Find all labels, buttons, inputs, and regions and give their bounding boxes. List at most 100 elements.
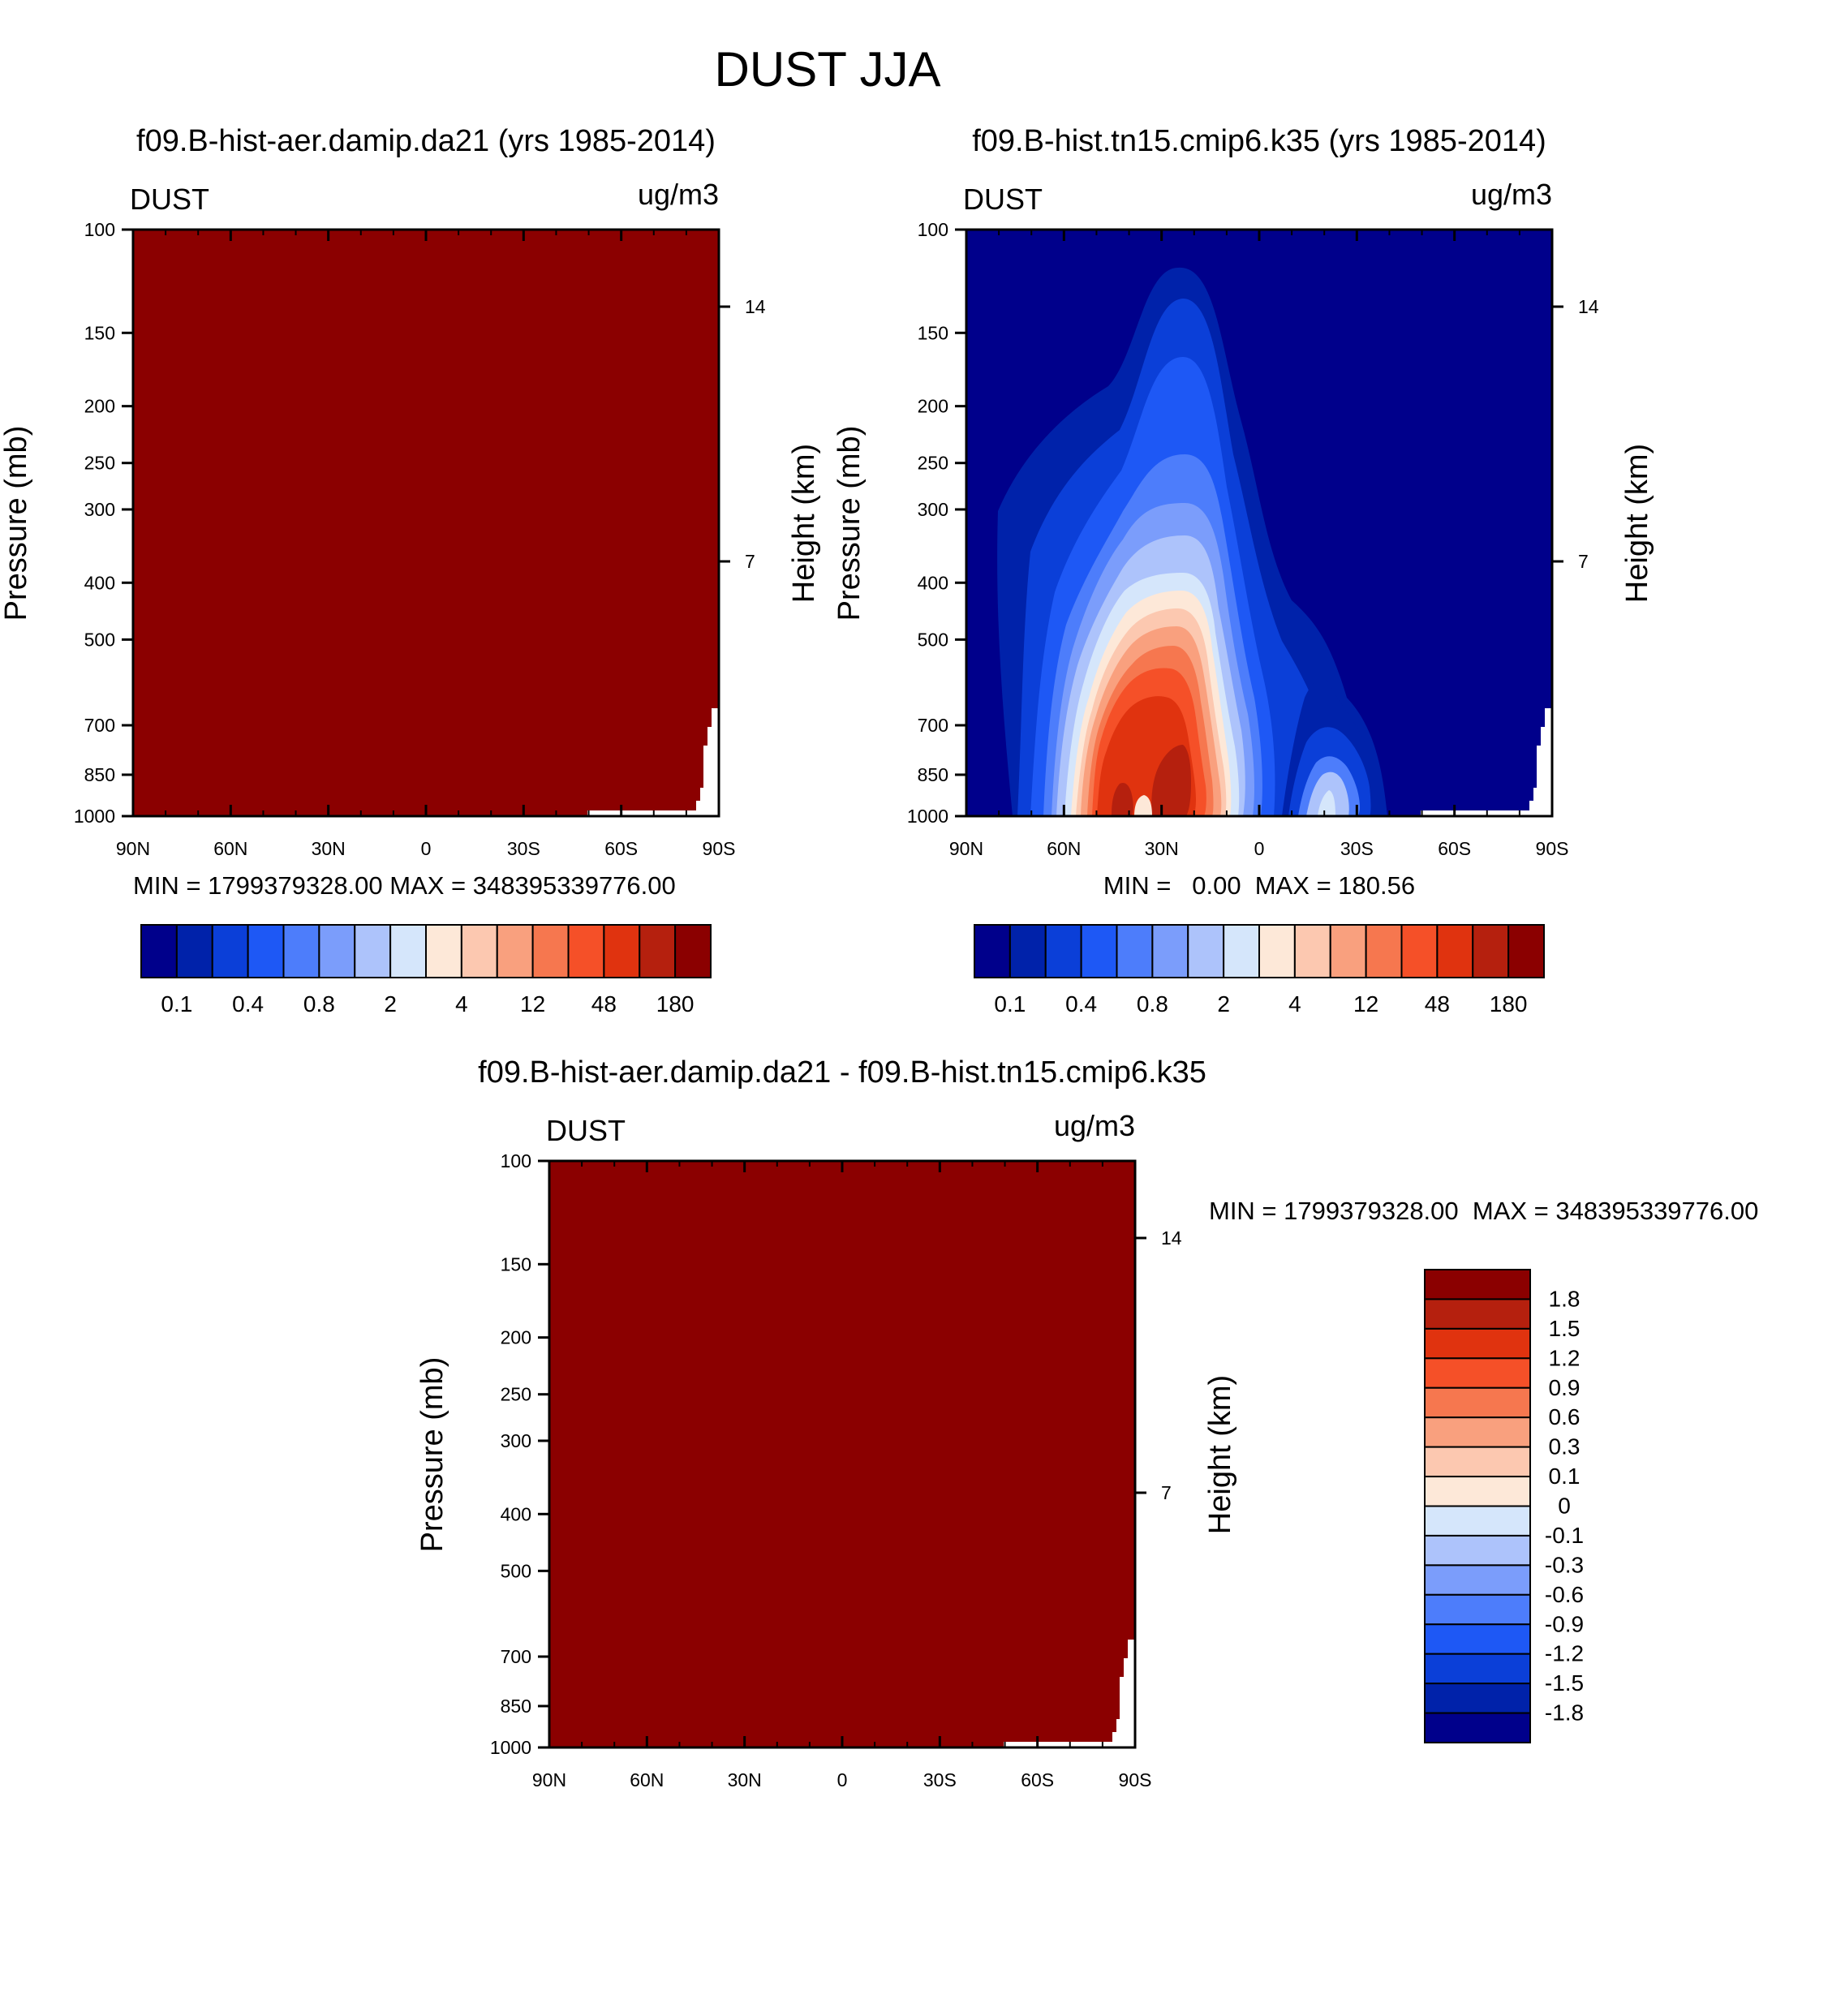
y-tick-label: 400 xyxy=(84,572,115,593)
colorbar-box xyxy=(1009,924,1047,978)
y-tick-label: 850 xyxy=(501,1696,531,1717)
colorbar-label: 4 xyxy=(1288,991,1301,1017)
y-tick-label: 850 xyxy=(84,764,115,785)
panel-a-field xyxy=(133,230,719,816)
contour-south-plume-5 xyxy=(1318,790,1335,816)
panel-c-ylabel: Pressure (mb) xyxy=(415,1357,449,1553)
colorbar-box xyxy=(1424,1534,1531,1567)
colorbar-box xyxy=(460,924,498,978)
x-tick-label: 90S xyxy=(703,838,736,859)
colorbar-box xyxy=(1424,1416,1531,1448)
panel-c-stats: MIN = 1799379328.00 MAX = 348395339776.0… xyxy=(1209,1197,1758,1225)
panel-a-stats: MIN = 1799379328.00 MAX = 348395339776.0… xyxy=(133,871,676,900)
panel-a-missing-region xyxy=(587,707,719,816)
colorbar-label: 1.5 xyxy=(1549,1316,1581,1341)
panel-b-variable: DUST xyxy=(963,183,1043,216)
colorbar-label: 0.4 xyxy=(1065,991,1097,1017)
x-tick-label: 60N xyxy=(1047,838,1081,859)
x-tick-label: 30S xyxy=(923,1769,957,1790)
colorbar-box xyxy=(496,924,534,978)
colorbar-label: 48 xyxy=(1425,991,1450,1017)
y-tick-label: 100 xyxy=(918,219,948,240)
colorbar-label: -0.6 xyxy=(1545,1582,1584,1607)
colorbar-box xyxy=(140,924,178,978)
colorbar-label: 0.4 xyxy=(232,991,264,1017)
colorbar-box xyxy=(1080,924,1118,978)
y-tick-label: 1000 xyxy=(490,1737,531,1758)
y-right-tick-label: 14 xyxy=(1161,1227,1182,1249)
colorbar-label: 0.1 xyxy=(994,991,1026,1017)
x-tick-label: 60S xyxy=(1438,838,1471,859)
x-tick-label: 90N xyxy=(949,838,983,859)
y-right-tick-label: 7 xyxy=(745,551,755,572)
colorbar-box xyxy=(1293,924,1331,978)
panel-c: f09.B-hist-aer.damip.da21 - f09.B-hist.t… xyxy=(415,1055,1758,1790)
figure-title: DUST JJA xyxy=(715,42,941,97)
y-tick-label: 100 xyxy=(501,1150,531,1171)
colorbar-box xyxy=(1424,1505,1531,1537)
colorbar-label: 0 xyxy=(1558,1494,1571,1519)
y-tick-label: 250 xyxy=(501,1384,531,1405)
x-tick-label: 90N xyxy=(532,1769,566,1790)
colorbar-box xyxy=(1424,1683,1531,1714)
panel-c-missing-region xyxy=(1004,1639,1135,1747)
x-tick-label: 90N xyxy=(116,838,150,859)
colorbar-box xyxy=(211,924,249,978)
colorbar-label: 0.9 xyxy=(1549,1375,1581,1400)
x-tick-label: 0 xyxy=(421,838,432,859)
x-tick-label: 60S xyxy=(1021,1769,1054,1790)
x-tick-label: 30N xyxy=(728,1769,762,1790)
panel-a-colorbar: 0.1 0.4 0.8 2 4 12 48 180 xyxy=(140,924,712,1017)
colorbar-box xyxy=(1223,924,1260,978)
colorbar-box xyxy=(354,924,392,978)
x-tick-label: 60N xyxy=(630,1769,664,1790)
panel-b-missing-region xyxy=(1421,707,1552,816)
panel-c-units: ug/m3 xyxy=(1054,1109,1135,1142)
x-tick-label: 60N xyxy=(213,838,247,859)
colorbar-label: -0.9 xyxy=(1545,1611,1584,1636)
colorbar-label: 2 xyxy=(1217,991,1230,1017)
panel-a-ticks: 90N 60N 30N 0 30S 60S 90S 100 150 200 250 300 400 500… xyxy=(74,219,766,859)
colorbar-box xyxy=(247,924,285,978)
y-tick-label: 200 xyxy=(918,396,948,417)
y-tick-label: 200 xyxy=(501,1327,531,1348)
colorbar-box xyxy=(175,924,213,978)
y-tick-label: 700 xyxy=(501,1646,531,1667)
panel-c-title: f09.B-hist-aer.damip.da21 - f09.B-hist.t… xyxy=(478,1055,1206,1090)
colorbar-box xyxy=(1424,1269,1531,1300)
panel-a-missing-outline xyxy=(587,707,719,810)
colorbar-box xyxy=(531,924,570,978)
contour-surface-gap xyxy=(1134,795,1152,816)
x-tick-label: 30N xyxy=(1145,838,1179,859)
y-tick-label: 1000 xyxy=(74,806,115,827)
y-tick-label: 1000 xyxy=(907,806,948,827)
colorbar-box xyxy=(1424,1446,1531,1478)
panel-c-ylabel-right: Height (km) xyxy=(1203,1375,1237,1534)
y-tick-label: 150 xyxy=(501,1253,531,1275)
y-tick-label: 500 xyxy=(84,629,115,650)
y-tick-label: 500 xyxy=(501,1560,531,1581)
colorbar-box xyxy=(1424,1712,1531,1743)
y-tick-label: 400 xyxy=(918,572,948,593)
colorbar-label: 180 xyxy=(656,991,695,1017)
y-tick-label: 850 xyxy=(918,764,948,785)
colorbar-box xyxy=(1116,924,1154,978)
colorbar-label: 12 xyxy=(1353,991,1378,1017)
x-tick-label: 30S xyxy=(1340,838,1374,859)
colorbar-box xyxy=(1258,924,1296,978)
panel-a-variable: DUST xyxy=(130,183,209,216)
panel-b-ylabel: Pressure (mb) xyxy=(832,426,867,621)
y-right-tick-label: 14 xyxy=(1578,296,1599,317)
panel-c-variable: DUST xyxy=(546,1114,626,1147)
panel-b-ticks: 90N 60N 30N 0 30S 60S 90S 100 150 200 250 300 400 500… xyxy=(907,219,1599,859)
colorbar-box xyxy=(318,924,356,978)
colorbar-box xyxy=(1424,1357,1531,1389)
panel-a-ylabel-right: Height (km) xyxy=(787,444,821,603)
panel-b-stats: MIN = 0.00 MAX = 180.56 xyxy=(1103,871,1415,900)
y-tick-label: 700 xyxy=(918,715,948,736)
colorbar-box xyxy=(1329,924,1367,978)
y-tick-label: 200 xyxy=(84,396,115,417)
y-tick-label: 300 xyxy=(501,1430,531,1451)
panel-a-ylabel: Pressure (mb) xyxy=(0,426,33,621)
panel-c-ticks: 90N 60N 30N 0 30S 60S 90S 100 150 200 250 300 400 500… xyxy=(490,1150,1182,1790)
